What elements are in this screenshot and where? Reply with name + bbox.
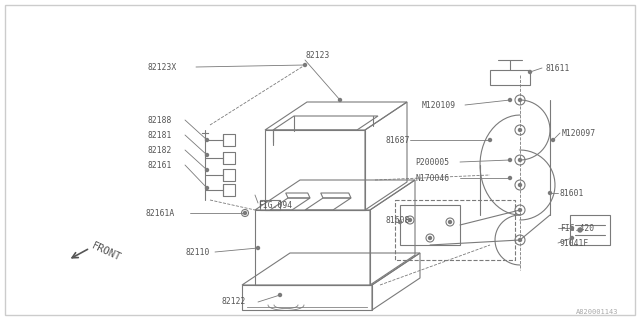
Circle shape bbox=[339, 99, 342, 101]
Circle shape bbox=[449, 220, 451, 223]
Circle shape bbox=[548, 191, 552, 195]
Circle shape bbox=[408, 219, 412, 221]
Text: A820001143: A820001143 bbox=[575, 309, 618, 315]
Text: 82161: 82161 bbox=[148, 161, 172, 170]
Bar bbox=[395, 200, 515, 260]
Text: 81608: 81608 bbox=[385, 215, 410, 225]
Text: 82161A: 82161A bbox=[145, 209, 174, 218]
Circle shape bbox=[509, 99, 511, 101]
Circle shape bbox=[429, 236, 431, 239]
Circle shape bbox=[205, 169, 209, 172]
Circle shape bbox=[518, 238, 522, 242]
Circle shape bbox=[399, 220, 401, 223]
Bar bbox=[223, 169, 235, 181]
Text: 82188: 82188 bbox=[148, 116, 172, 124]
Circle shape bbox=[509, 158, 511, 162]
Circle shape bbox=[529, 70, 531, 74]
Text: 82182: 82182 bbox=[148, 146, 172, 155]
Text: 81611: 81611 bbox=[545, 63, 570, 73]
Text: 82110: 82110 bbox=[185, 247, 209, 257]
Text: FIG.420: FIG.420 bbox=[560, 223, 594, 233]
Circle shape bbox=[257, 246, 259, 250]
Text: 82123: 82123 bbox=[305, 51, 330, 60]
Circle shape bbox=[518, 209, 522, 212]
Circle shape bbox=[488, 139, 492, 141]
Circle shape bbox=[205, 154, 209, 156]
Text: P200005: P200005 bbox=[415, 157, 449, 166]
Text: 82122: 82122 bbox=[222, 298, 246, 307]
Circle shape bbox=[518, 183, 522, 187]
Bar bbox=[223, 152, 235, 164]
Text: FRONT: FRONT bbox=[90, 240, 122, 263]
Text: 81687: 81687 bbox=[385, 135, 410, 145]
Circle shape bbox=[205, 139, 209, 141]
Text: FIG.094: FIG.094 bbox=[258, 201, 292, 210]
Circle shape bbox=[509, 177, 511, 180]
Bar bbox=[223, 184, 235, 196]
Circle shape bbox=[303, 63, 307, 67]
Text: 82181: 82181 bbox=[148, 131, 172, 140]
Circle shape bbox=[570, 236, 573, 239]
Text: M120109: M120109 bbox=[422, 100, 456, 109]
Circle shape bbox=[570, 227, 573, 229]
Text: M120097: M120097 bbox=[562, 129, 596, 138]
Circle shape bbox=[243, 212, 246, 214]
Circle shape bbox=[518, 158, 522, 162]
Circle shape bbox=[552, 139, 554, 141]
Text: 82123X: 82123X bbox=[148, 62, 177, 71]
Circle shape bbox=[278, 293, 282, 297]
Text: 91041F: 91041F bbox=[560, 238, 589, 247]
Circle shape bbox=[518, 99, 522, 101]
Text: N170046: N170046 bbox=[415, 173, 449, 182]
Text: 81601: 81601 bbox=[560, 188, 584, 197]
Bar bbox=[223, 134, 235, 146]
Circle shape bbox=[578, 228, 582, 232]
Circle shape bbox=[518, 129, 522, 132]
Circle shape bbox=[205, 187, 209, 189]
